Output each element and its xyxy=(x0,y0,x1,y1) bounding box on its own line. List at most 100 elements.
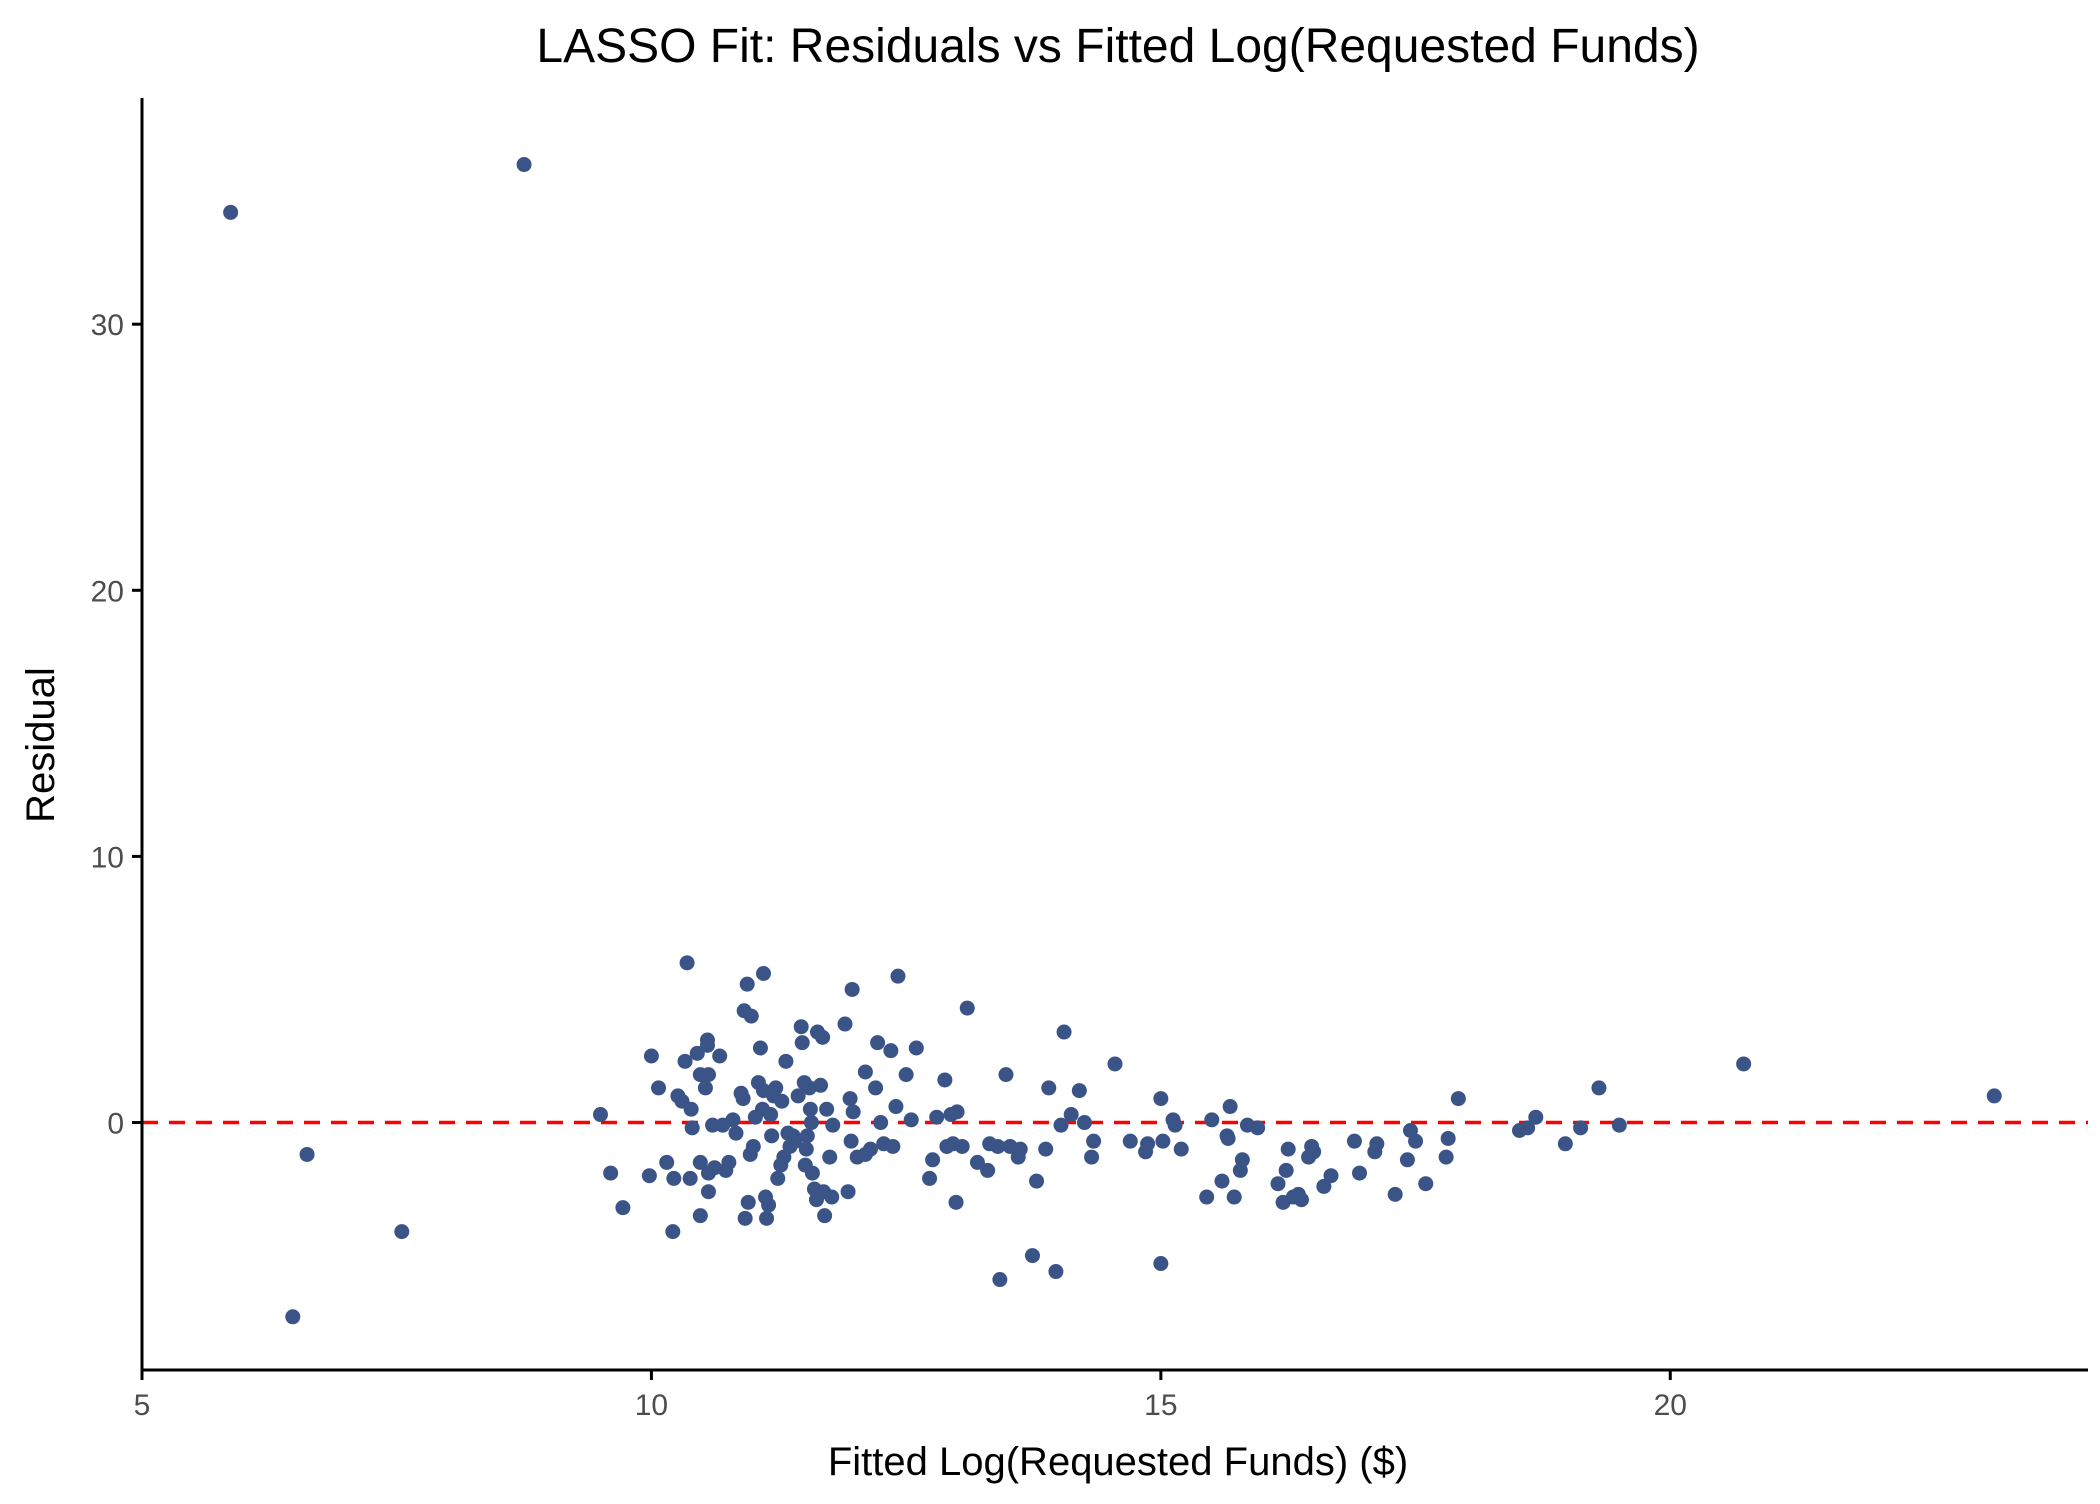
axis-ticks: 5 10 15 20 0 10 20 30 xyxy=(91,309,1687,1422)
data-point xyxy=(1369,1136,1385,1152)
data-point xyxy=(819,1101,835,1117)
data-point xyxy=(990,1138,1006,1154)
data-point xyxy=(842,1091,858,1107)
data-point xyxy=(815,1029,831,1045)
data-point xyxy=(1438,1149,1454,1165)
data-point xyxy=(790,1088,806,1104)
data-point xyxy=(743,1008,759,1024)
data-point xyxy=(697,1080,713,1096)
data-point xyxy=(1316,1178,1332,1194)
data-point xyxy=(1153,1091,1169,1107)
data-point xyxy=(682,1170,698,1186)
data-point xyxy=(822,1149,838,1165)
data-point xyxy=(873,1115,889,1131)
data-point xyxy=(285,1309,301,1325)
data-point xyxy=(843,1133,859,1149)
data-point xyxy=(739,976,755,992)
data-point xyxy=(707,1160,723,1176)
data-point xyxy=(824,1189,840,1205)
data-point xyxy=(763,1107,779,1123)
data-point xyxy=(761,1197,777,1213)
data-point xyxy=(1306,1144,1322,1160)
data-point xyxy=(692,1208,708,1224)
data-point xyxy=(929,1109,945,1125)
data-point xyxy=(1293,1192,1309,1208)
data-point xyxy=(898,1067,914,1083)
data-point xyxy=(299,1146,315,1162)
data-point xyxy=(683,1101,699,1117)
data-point xyxy=(1167,1117,1183,1133)
data-point xyxy=(903,1112,919,1128)
data-point xyxy=(1399,1152,1415,1168)
data-point xyxy=(1214,1173,1230,1189)
data-point xyxy=(735,1091,751,1107)
y-tick-label: 10 xyxy=(91,841,124,874)
data-point xyxy=(641,1168,657,1184)
data-point xyxy=(659,1154,675,1170)
data-point xyxy=(1048,1264,1064,1280)
data-point xyxy=(862,1141,878,1157)
data-point xyxy=(868,1080,884,1096)
data-point xyxy=(1222,1099,1238,1115)
data-point xyxy=(1107,1056,1123,1072)
data-point xyxy=(759,1210,775,1226)
data-point xyxy=(1155,1133,1171,1149)
data-point xyxy=(799,1128,815,1144)
data-point xyxy=(1226,1189,1242,1205)
data-point xyxy=(1352,1165,1368,1181)
data-point xyxy=(1204,1112,1220,1128)
data-point xyxy=(1220,1130,1236,1146)
data-point xyxy=(1520,1120,1536,1136)
data-point xyxy=(740,1194,756,1210)
data-point xyxy=(223,204,239,220)
data-points xyxy=(223,157,2002,1325)
data-point xyxy=(801,1080,817,1096)
data-point xyxy=(794,1035,810,1051)
data-point xyxy=(883,1043,899,1059)
data-point xyxy=(1063,1107,1079,1123)
data-point xyxy=(948,1194,964,1210)
data-point xyxy=(885,1138,901,1154)
data-point xyxy=(665,1224,681,1240)
data-point xyxy=(802,1101,818,1117)
data-point xyxy=(692,1154,708,1170)
data-point xyxy=(728,1125,744,1141)
data-point xyxy=(959,1000,975,1016)
data-point xyxy=(890,968,906,984)
data-point xyxy=(937,1072,953,1088)
data-point xyxy=(774,1093,790,1109)
data-point xyxy=(969,1154,985,1170)
data-point xyxy=(845,1104,861,1120)
data-point xyxy=(745,1138,761,1154)
data-point xyxy=(1986,1088,2002,1104)
data-point xyxy=(1418,1176,1434,1192)
data-point xyxy=(1086,1133,1102,1149)
x-axis-title: Fitted Log(Requested Funds) ($) xyxy=(828,1440,1408,1484)
data-point xyxy=(768,1080,784,1096)
data-point xyxy=(516,157,532,173)
data-point xyxy=(700,1067,716,1083)
data-point xyxy=(1573,1120,1589,1136)
data-point xyxy=(825,1117,841,1133)
y-tick-label: 30 xyxy=(91,309,124,342)
data-point xyxy=(793,1019,809,1035)
x-tick-label: 20 xyxy=(1654,1389,1687,1422)
data-point xyxy=(998,1067,1014,1083)
data-point xyxy=(837,1016,853,1032)
data-point xyxy=(1024,1248,1040,1264)
data-point xyxy=(908,1040,924,1056)
data-point xyxy=(857,1064,873,1080)
data-point xyxy=(778,1053,794,1069)
data-point xyxy=(992,1272,1008,1288)
data-point xyxy=(1140,1136,1156,1152)
data-point xyxy=(1440,1130,1456,1146)
data-point xyxy=(1346,1133,1362,1149)
data-point xyxy=(651,1080,667,1096)
y-tick-label: 0 xyxy=(107,1108,124,1141)
data-point xyxy=(689,1045,705,1061)
data-point xyxy=(1173,1141,1189,1157)
data-point xyxy=(1611,1117,1627,1133)
data-point xyxy=(752,1040,768,1056)
data-point xyxy=(394,1224,410,1240)
